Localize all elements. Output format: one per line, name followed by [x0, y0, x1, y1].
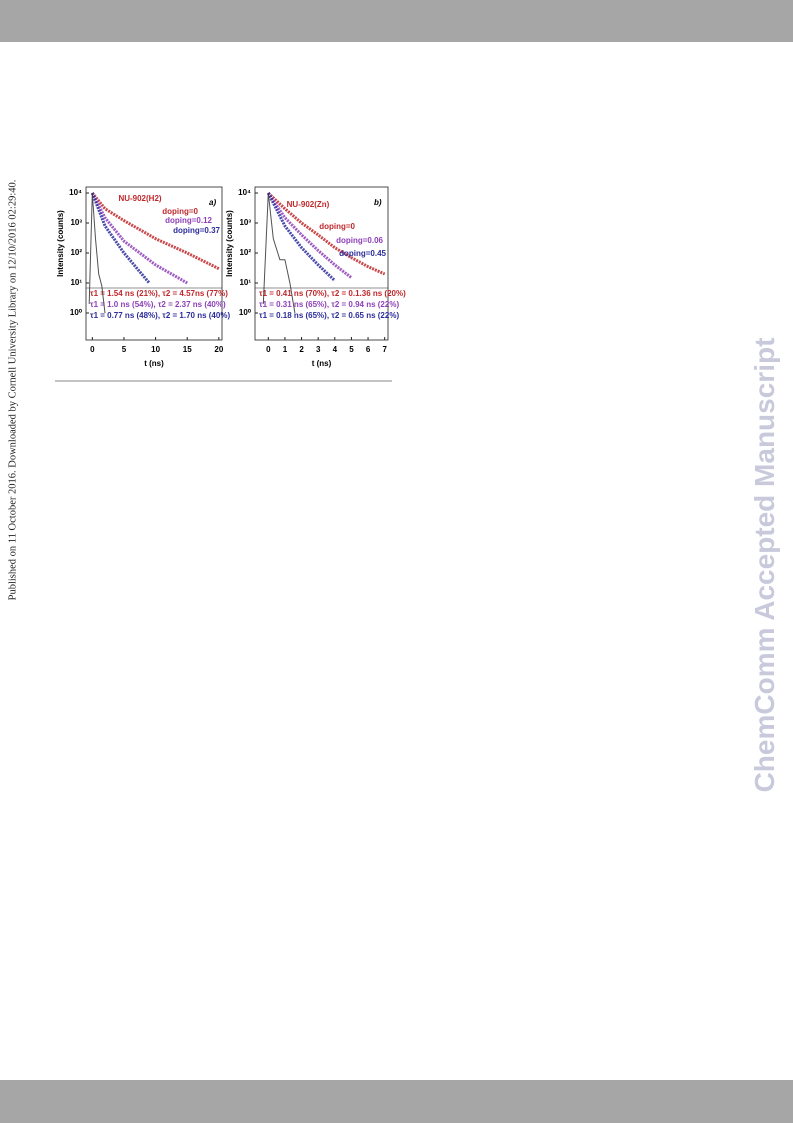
- fit-label: τ1 = 1.54 ns (21%), τ2 = 4.57ns (77%): [90, 289, 228, 298]
- panel-label: a): [209, 198, 216, 207]
- y-axis-label: Intensity (counts): [225, 210, 234, 277]
- y-tick-label: 10⁰: [70, 308, 83, 317]
- x-tick-label: 0: [90, 345, 95, 354]
- series-label: doping=0: [319, 222, 355, 231]
- series-label: doping=0.12: [165, 216, 212, 225]
- x-tick-label: 5: [349, 345, 354, 354]
- fit-label: τ1 = 0.31 ns (65%), τ2 = 0.94 ns (22%): [259, 300, 399, 309]
- plot-frame: [254, 186, 389, 341]
- series-label: doping=0.45: [339, 249, 386, 258]
- y-tick-label: 10³: [239, 218, 251, 227]
- decay-curve: [267, 192, 353, 279]
- y-axis-label: Intensity (counts): [56, 210, 65, 277]
- y-tick-label: 10²: [70, 248, 82, 257]
- plot-frame: [85, 186, 223, 341]
- x-tick-label: 3: [316, 345, 321, 354]
- fit-label: τ1 = 0.18 ns (65%), τ2 = 0.65 ns (22%): [259, 311, 399, 320]
- y-tick-label: 10²: [239, 248, 251, 257]
- decay-curve: [91, 192, 220, 271]
- x-tick-label: 5: [122, 345, 127, 354]
- y-tick-label: 10⁴: [69, 188, 82, 197]
- y-tick-label: 10⁴: [238, 188, 251, 197]
- header-bar: [0, 0, 793, 42]
- x-tick-label: 1: [283, 345, 288, 354]
- decay-curve: [90, 192, 188, 285]
- x-tick-label: 20: [214, 345, 223, 354]
- y-tick-label: 10³: [70, 218, 82, 227]
- x-tick-label: 0: [266, 345, 271, 354]
- x-axis-label: t (ns): [144, 359, 164, 368]
- footer-bar: [0, 1080, 793, 1123]
- decay-curve: [266, 192, 336, 282]
- x-tick-label: 7: [382, 345, 387, 354]
- series-label: doping=0: [162, 207, 198, 216]
- x-tick-label: 15: [183, 345, 192, 354]
- decay-curve: [267, 191, 386, 276]
- y-tick-label: 10¹: [70, 278, 82, 287]
- x-tick-label: 4: [333, 345, 338, 354]
- series-label: doping=0.37: [173, 226, 220, 235]
- y-tick-label: 10⁰: [239, 308, 252, 317]
- x-tick-label: 10: [151, 345, 160, 354]
- chart-title: NU-902(Zn): [287, 200, 330, 209]
- panel-label: b): [374, 198, 382, 207]
- fit-label: τ1 = 0.77 ns (48%), τ2 = 1.70 ns (40%): [90, 311, 230, 320]
- x-tick-label: 2: [299, 345, 304, 354]
- decay-curve: [90, 192, 151, 284]
- fit-label: τ1 = 0.41 ns (70%), τ2 = 0.1.36 ns (20%): [259, 289, 406, 298]
- chart-title: NU-902(H2): [118, 194, 161, 203]
- fit-label: τ1 = 1.0 ns (54%), τ2 = 2.37 ns (40%): [90, 300, 226, 309]
- y-tick-label: 10¹: [239, 278, 251, 287]
- decay-curve: [262, 192, 296, 314]
- decay-curve: [88, 192, 106, 314]
- series-label: doping=0.06: [336, 236, 383, 245]
- x-axis-label: t (ns): [312, 359, 332, 368]
- x-tick-label: 6: [366, 345, 371, 354]
